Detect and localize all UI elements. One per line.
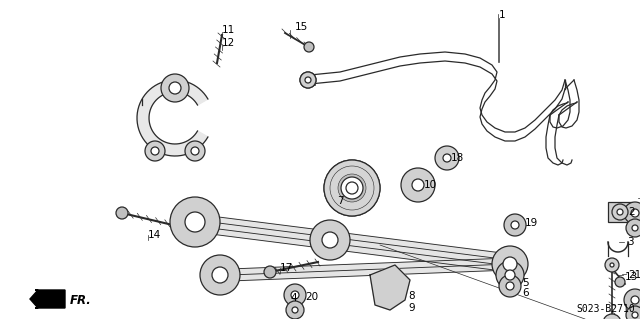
Circle shape <box>503 257 517 271</box>
Text: 21: 21 <box>628 270 640 280</box>
Text: 7: 7 <box>337 196 344 206</box>
Text: 10: 10 <box>424 180 437 190</box>
Circle shape <box>401 168 435 202</box>
Circle shape <box>499 275 521 297</box>
Circle shape <box>626 306 640 319</box>
Circle shape <box>511 221 519 229</box>
Text: 14: 14 <box>148 230 161 240</box>
Circle shape <box>330 166 374 210</box>
Circle shape <box>443 154 451 162</box>
Text: 1: 1 <box>499 10 506 20</box>
Circle shape <box>292 307 298 313</box>
Text: 20: 20 <box>305 292 318 302</box>
Circle shape <box>435 146 459 170</box>
Circle shape <box>185 141 205 161</box>
Circle shape <box>631 209 639 217</box>
Circle shape <box>170 197 220 247</box>
Circle shape <box>322 232 338 248</box>
Circle shape <box>161 74 189 102</box>
Circle shape <box>145 141 165 161</box>
Polygon shape <box>195 214 510 272</box>
Circle shape <box>310 220 350 260</box>
Text: 4: 4 <box>290 293 296 303</box>
Text: 2: 2 <box>628 207 635 217</box>
Circle shape <box>603 314 621 319</box>
Circle shape <box>304 42 314 52</box>
Circle shape <box>212 267 228 283</box>
Text: 11: 11 <box>222 25 236 35</box>
Circle shape <box>324 160 380 216</box>
Text: 12: 12 <box>222 38 236 48</box>
Circle shape <box>610 263 614 267</box>
Circle shape <box>300 72 316 88</box>
Circle shape <box>286 301 304 319</box>
Text: 8: 8 <box>408 291 415 301</box>
Circle shape <box>492 246 528 282</box>
Circle shape <box>300 72 316 88</box>
Circle shape <box>506 282 514 290</box>
Circle shape <box>291 291 299 299</box>
Circle shape <box>191 147 199 155</box>
Text: 17: 17 <box>280 263 293 273</box>
Circle shape <box>612 204 628 220</box>
Circle shape <box>151 147 159 155</box>
Circle shape <box>341 177 363 199</box>
Circle shape <box>632 225 638 231</box>
Circle shape <box>496 261 524 289</box>
Circle shape <box>264 266 276 278</box>
Circle shape <box>412 179 424 191</box>
Circle shape <box>632 312 638 318</box>
Polygon shape <box>137 80 208 156</box>
FancyBboxPatch shape <box>608 202 632 222</box>
Text: 5: 5 <box>522 278 529 288</box>
Circle shape <box>338 174 366 202</box>
Text: 18: 18 <box>451 153 464 163</box>
Text: 13: 13 <box>625 272 638 282</box>
Circle shape <box>116 207 128 219</box>
Circle shape <box>504 214 526 236</box>
Circle shape <box>624 202 640 224</box>
Circle shape <box>617 209 623 215</box>
Circle shape <box>626 219 640 237</box>
Text: S023-B2710: S023-B2710 <box>576 304 635 314</box>
Text: 6: 6 <box>522 288 529 298</box>
Text: 15: 15 <box>295 22 308 32</box>
Circle shape <box>200 255 240 295</box>
Circle shape <box>346 182 358 194</box>
Text: 3: 3 <box>627 237 634 247</box>
Circle shape <box>505 270 515 280</box>
Circle shape <box>305 77 311 83</box>
Circle shape <box>624 289 640 311</box>
Circle shape <box>185 212 205 232</box>
Circle shape <box>631 296 639 304</box>
Circle shape <box>605 258 619 272</box>
Circle shape <box>284 284 306 306</box>
Circle shape <box>615 277 625 287</box>
Circle shape <box>324 160 380 216</box>
Text: FR.: FR. <box>70 293 92 307</box>
Circle shape <box>169 82 181 94</box>
Polygon shape <box>370 265 410 310</box>
Text: 9: 9 <box>408 303 415 313</box>
Text: 19: 19 <box>525 218 538 228</box>
Polygon shape <box>30 290 65 308</box>
Polygon shape <box>230 258 510 281</box>
